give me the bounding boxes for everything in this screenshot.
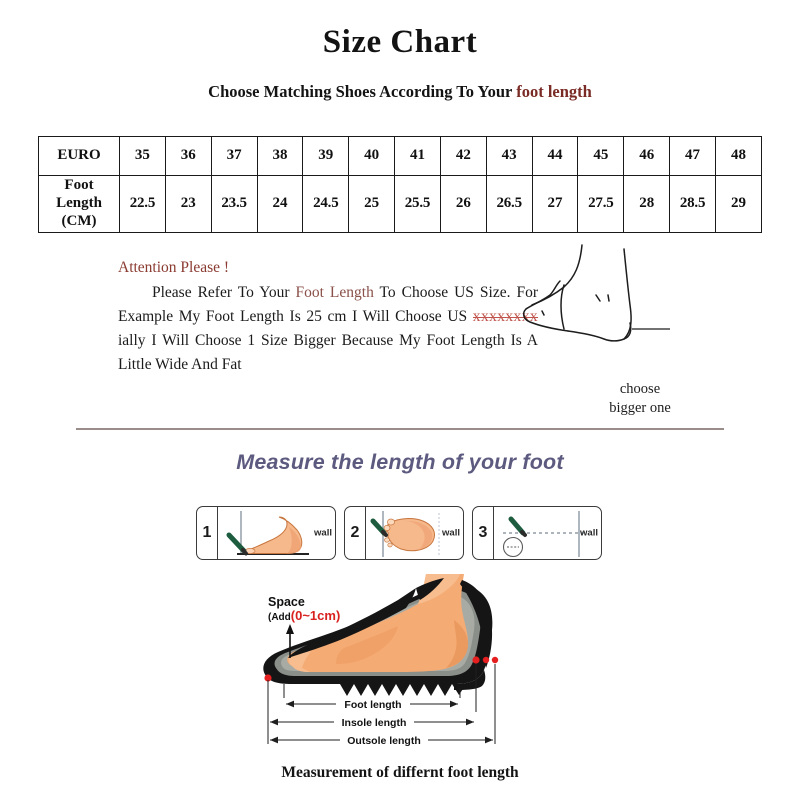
step-1-illustration [217,507,335,559]
euro-cell-7: 42 [439,136,487,176]
euro-cell-2: 37 [210,136,258,176]
row-header-foot-length: Foot Length (CM) [38,175,120,233]
foot-outline-icon [490,244,670,342]
cm-cell-6: 25.5 [394,175,441,233]
cm-cell-3: 24 [256,175,304,233]
measure-steps: 1 wall [196,506,604,560]
foot-top-wall-icon [370,511,440,557]
dimension-outsole-length: Outsole length [270,733,493,747]
row-header-line-1: Foot [64,177,94,194]
size-table: EURO 35 36 37 38 39 40 41 42 43 44 45 46… [38,136,763,233]
euro-cell-9: 44 [531,136,579,176]
step-3-wall-label: wall [580,527,598,539]
step-3-illustration [493,507,601,559]
dimension-label-outsole-length: Outsole length [347,735,421,747]
space-annotation-value: (0~1cm) [290,608,341,623]
step-panel-1: 1 wall [196,506,336,560]
euro-cell-0: 35 [119,136,166,176]
space-annotation-line-2: (Add(0~1cm) [268,609,340,624]
euro-cell-3: 38 [256,136,304,176]
attention-seg-3: To Choose US Size. For Example My Foot L… [118,284,538,325]
size-table-container: EURO 35 36 37 38 39 40 41 42 43 44 45 46… [38,136,763,233]
step-panel-2: 2 [344,506,464,560]
choose-bigger-label: choose bigger one [545,380,735,418]
cm-cell-4: 24.5 [302,175,350,233]
cm-cell-10: 27.5 [577,175,625,233]
euro-cell-4: 39 [302,136,350,176]
cm-cell-1: 23 [164,175,212,233]
space-annotation: Space (Add(0~1cm) [268,596,340,624]
page-subtitle: Choose Matching Shoes According To Your … [0,82,800,102]
space-arrow [286,624,294,658]
cm-cell-7: 26 [439,175,487,233]
measure-ruler-icon [502,511,585,558]
step-panel-3: 3 wall [472,506,602,560]
step-1-wall-label: wall [314,527,332,539]
choose-bigger-line-1: choose [619,381,661,397]
euro-cell-5: 40 [348,136,396,176]
section-divider [76,428,724,430]
choose-bigger-line-2: bigger one [609,400,671,416]
cm-cell-2: 23.5 [210,175,258,233]
dimension-label-insole-length: Insole length [342,717,407,729]
dimension-insole-length: Insole length [270,715,474,729]
foot-in-shoe-illustration: Foot length Insole length Outsole length [263,574,499,747]
euro-cell-6: 41 [394,136,441,176]
euro-cell-8: 43 [485,136,533,176]
foot-side-wall-icon [226,511,309,556]
dimension-label-foot-length: Foot length [344,699,401,711]
row-header-euro: EURO [38,136,120,176]
step-number-1: 1 [197,507,218,559]
subtitle-plain-text: Choose Matching Shoes According To Your [208,82,517,101]
foot-side-sketch [490,243,700,373]
row-header-line-2: Length [56,195,102,212]
attention-redacted-size: xxxxxxxx [472,308,538,325]
step-number-3: 3 [473,507,494,559]
cm-cell-11: 28 [623,175,671,233]
cm-cell-0: 22.5 [119,175,166,233]
diagram-caption: Measurement of differnt foot length [281,764,519,781]
table-row-euro: EURO 35 36 37 38 39 40 41 42 43 44 45 46… [38,136,763,176]
cm-cell-12: 28.5 [669,175,716,233]
euro-cell-12: 47 [669,136,716,176]
measure-section-heading: Measure the length of your foot [236,450,564,474]
foot-measurement-diagram: Foot length Insole length Outsole length [248,572,548,752]
attention-heading: Attention Please ! [118,259,230,276]
page-title: Size Chart [322,24,478,60]
cm-cell-5: 25 [348,175,396,233]
space-annotation-line-1: Space [268,595,305,609]
attention-seg-1: Please Refer To Your [152,284,296,301]
cm-cell-8: 26.5 [485,175,533,233]
step-2-illustration [365,507,463,559]
table-row-foot-length: Foot Length (CM) 22.5 23 23.5 24 24.5 25… [38,175,763,233]
attention-foot-length-emphasis: Foot Length [295,284,374,301]
attention-body: Please Refer To Your Foot Length To Choo… [118,281,538,377]
euro-cell-1: 36 [164,136,212,176]
step-2-wall-label: wall [442,527,460,539]
subtitle-accent-text: foot length [516,82,592,101]
dimension-foot-length: Foot length [286,697,458,711]
row-header-line-3: (CM) [61,212,97,229]
attention-block: Attention Please ! Please Refer To Your … [118,256,538,377]
step-number-2: 2 [345,507,366,559]
attention-seg-5: ially I Will Choose 1 Size Bigger Becaus… [118,332,538,373]
euro-cell-10: 45 [577,136,625,176]
space-annotation-prefix: (Add [268,612,291,623]
euro-cell-13: 48 [714,136,763,176]
cm-cell-9: 27 [531,175,579,233]
euro-cell-11: 46 [623,136,671,176]
cm-cell-13: 29 [714,175,763,233]
